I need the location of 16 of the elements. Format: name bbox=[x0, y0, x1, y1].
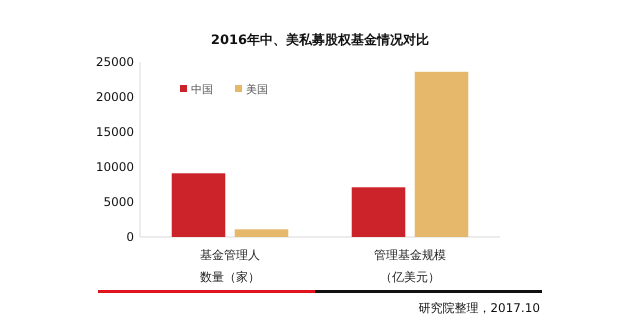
y-tick-label: 25000 bbox=[96, 55, 134, 70]
y-tick-label: 5000 bbox=[103, 195, 134, 210]
chart-title: 2016年中、美私募股权基金情况对比 bbox=[210, 32, 430, 48]
bar bbox=[414, 72, 468, 237]
x-tick-label: 管理基金规模（亿美元） bbox=[374, 248, 446, 284]
y-tick-label: 20000 bbox=[96, 90, 134, 104]
y-tick-label: 15000 bbox=[96, 125, 134, 140]
bar bbox=[234, 229, 288, 237]
legend-label: 美国 bbox=[246, 82, 268, 96]
legend-label: 中国 bbox=[191, 82, 213, 96]
text: 研究院整理，2017.10 bbox=[418, 301, 540, 315]
y-tick-label: 10000 bbox=[96, 160, 134, 174]
bar bbox=[172, 173, 226, 237]
x-tick-label: 基金管理人数量（家） bbox=[200, 248, 260, 284]
y-tick-label: 0 bbox=[126, 230, 134, 244]
bar bbox=[352, 187, 406, 237]
